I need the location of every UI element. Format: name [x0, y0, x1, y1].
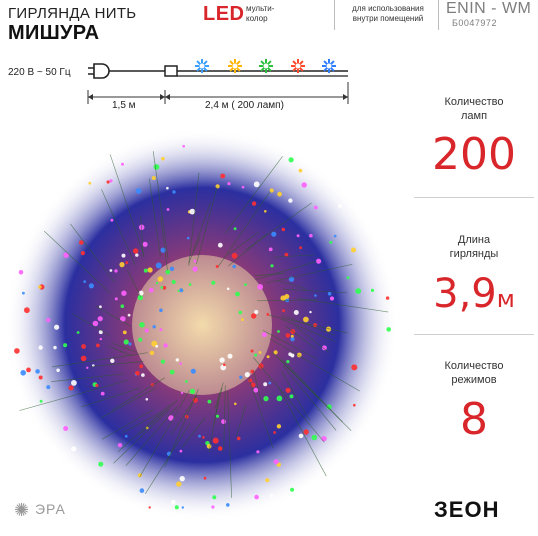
era-sun-icon: ✺ [14, 500, 31, 520]
bulb-icon [195, 59, 209, 73]
mode-count-label: Количество режимов [414, 359, 534, 387]
lamp-count-label-line2: ламп [460, 110, 488, 122]
product-title-line1: ГИРЛЯНДА НИТЬ [8, 5, 137, 22]
header-divider [438, 0, 439, 30]
indoor-use-note-line2: внутри помещений [352, 14, 424, 23]
zeon-logo: ЗЕОН [434, 497, 500, 522]
led-color-note-line1: мульти- [246, 4, 275, 13]
garland-length-stat-label-line1: Длина [457, 234, 491, 246]
era-logo-text: ЭРА [34, 501, 66, 517]
garland-length-stat-value: 3,9м [414, 270, 534, 323]
garland-length-number: 3,9 [433, 271, 497, 317]
indoor-use-note: для использования внутри помещений [343, 4, 433, 24]
product-code: Б0047972 [452, 18, 497, 28]
bulb-icon [291, 59, 305, 73]
led-color-note: мульти- колор [246, 4, 274, 24]
indoor-use-note-line1: для использования [352, 4, 424, 13]
garland-length-label: 2,4 м ( 200 ламп) [205, 100, 284, 111]
led-label: LED [203, 3, 245, 25]
lamp-count-value: 200 [432, 129, 516, 180]
garland-wiring-diagram [87, 59, 349, 104]
controller-box [164, 65, 178, 77]
lamp-count-label-line1: Количество [444, 96, 504, 108]
garland-length-stat-label-line2: гирлянды [449, 248, 499, 260]
header-divider [334, 0, 335, 30]
mode-count-label-line1: Количество [444, 360, 504, 372]
cable-length-label: 1,5 м [112, 100, 136, 111]
garland-length-stat-label: Длина гирлянды [414, 233, 534, 261]
bulb-icon [228, 59, 242, 73]
model-name: ENIN - WM [446, 0, 532, 17]
mode-count-value: 8 [460, 394, 488, 445]
plug-icon [88, 63, 110, 79]
voltage-label: 220 В ~ 50 Гц [8, 67, 71, 78]
bulb-icon [322, 59, 336, 73]
garland-photo [6, 129, 398, 521]
stats-divider [414, 197, 534, 198]
era-logo: ✺ ЭРА [14, 500, 66, 521]
bulb-icon [259, 59, 273, 73]
mode-count-label-line2: режимов [451, 374, 497, 386]
stats-divider [414, 334, 534, 335]
product-title-line2: МИШУРА [8, 22, 100, 44]
lamp-count-label: Количество ламп [414, 95, 534, 123]
led-color-note-line2: колор [246, 14, 268, 23]
garland-length-unit: м [496, 285, 515, 313]
